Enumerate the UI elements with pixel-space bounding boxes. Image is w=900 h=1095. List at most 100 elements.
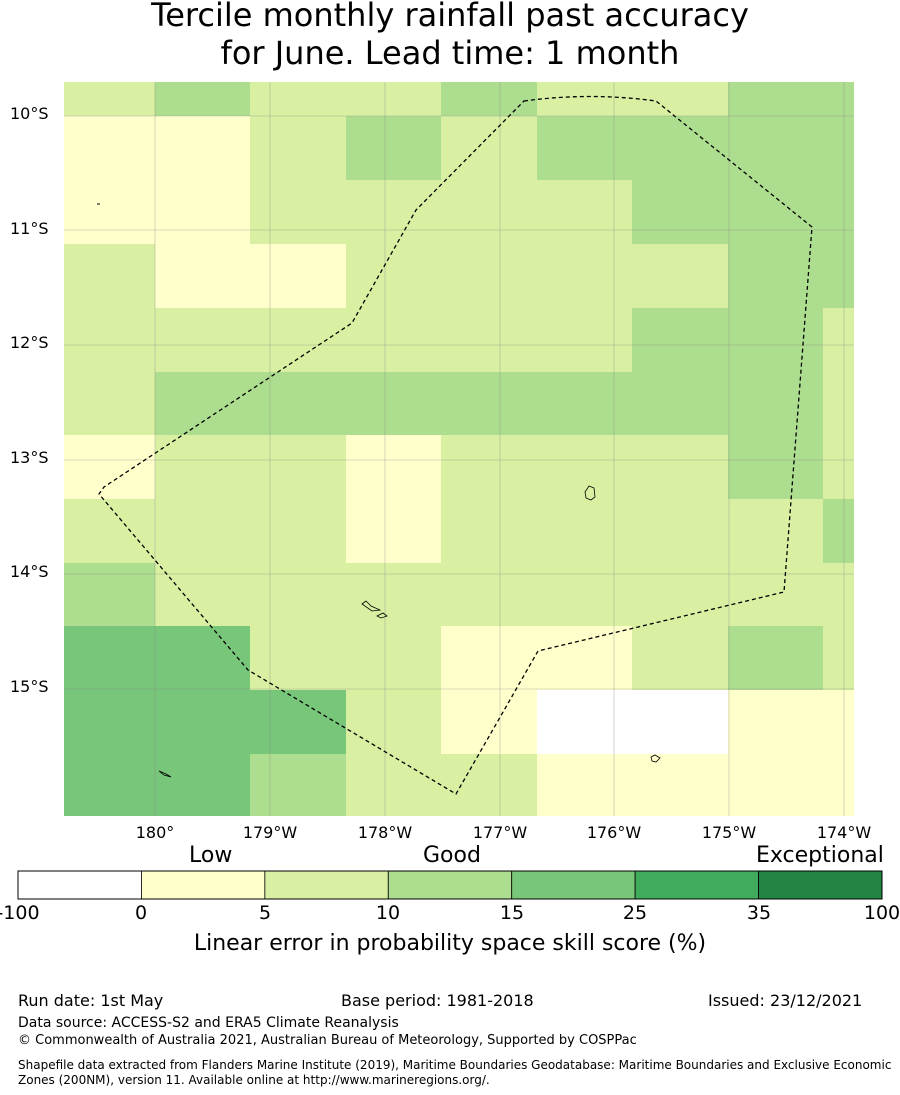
grid-cell [64,499,155,563]
grid-cell [64,435,155,499]
colorbar-tick: 25 [622,902,648,924]
copyright: © Commonwealth of Australia 2021, Austra… [18,1033,637,1048]
map-title: Tercile monthly rainfall past accuracy f… [0,0,900,72]
colorbar-tick: 15 [499,902,525,924]
grid-cell [64,690,155,754]
grid-cell [250,435,346,499]
colorbar-tick: 100 [863,902,900,924]
lat-label: 15°S [10,677,49,696]
grid-cell [250,180,346,244]
grid-cells [64,82,854,816]
colorbar-tick: 0 [134,902,148,924]
grid-cell [537,82,632,116]
colorbar [17,870,883,900]
grid-cell [632,499,728,563]
grid-cell [64,626,155,690]
grid-cell [632,626,728,690]
lon-label: 176°W [586,823,642,842]
grid-cell [64,372,155,435]
grid-cell [155,499,250,563]
grid-cell [632,372,728,435]
grid-cell [441,244,537,308]
grid-cell [632,754,728,816]
lon-label: 177°W [472,823,528,842]
grid-cell [728,244,823,308]
colorbar-bin [634,870,759,900]
grid-cell [537,308,632,372]
lat-label: 14°S [10,562,49,581]
grid-cell [155,180,250,244]
lat-label: 13°S [10,448,49,467]
base-period: Base period: 1981-2018 [341,991,534,1010]
grid-cell [823,116,854,180]
grid-cell [64,180,155,244]
colorbar-bin [758,870,883,900]
grid-cell [64,754,155,816]
colorbar-tick: -100 [0,902,40,924]
lon-label: 178°W [357,823,413,842]
grid-cell [441,754,537,816]
lat-label: 12°S [10,333,49,352]
grid-cell [250,626,346,690]
grid-cell [537,499,632,563]
grid-cell [537,372,632,435]
grid-cell [823,499,854,563]
lon-label: 179°W [242,823,298,842]
lon-label: 174°W [816,823,872,842]
grid-cell [537,435,632,499]
lat-label: 11°S [10,219,49,238]
grid-cell [250,754,346,816]
grid-cell [632,563,728,626]
graticule [64,82,854,816]
grid-cell [728,754,823,816]
grid-cell [64,308,155,372]
lon-label: 180° [135,823,175,842]
grid-cell [537,563,632,626]
grid-cell [155,308,250,372]
grid-cell [632,308,728,372]
grid-cell [346,690,441,754]
island-outline [158,770,172,778]
grid-cell [823,244,854,308]
grid-cell [64,82,155,116]
grid-cell [537,626,632,690]
grid-cell [728,626,823,690]
island-outline [376,612,388,619]
grid-cell [441,82,537,116]
grid-cell [250,690,346,754]
grid-cell [728,690,823,754]
grid-cell [823,435,854,499]
grid-cell [346,116,441,180]
grid-cell [155,626,250,690]
grid-cell [728,82,823,116]
grid-cell [64,563,155,626]
grid-cell [155,690,250,754]
colorbar-bin [17,870,142,900]
title-line-1: Tercile monthly rainfall past accuracy [151,0,749,34]
grid-cell [346,626,441,690]
grid-cell [632,82,728,116]
grid-cell [823,754,854,816]
grid-cell [250,116,346,180]
grid-cell [346,180,441,244]
colorbar-title: Linear error in probability space skill … [193,931,707,956]
grid-cell [64,244,155,308]
grid-cell [346,82,441,116]
grid-cell [728,116,823,180]
grid-cell [632,180,728,244]
grid-cell [632,116,728,180]
grid-cell [441,499,537,563]
grid-cell [441,563,537,626]
grid-cell [537,180,632,244]
lat-label: 10°S [10,104,49,123]
grid-cell [728,372,823,435]
grid-cell [823,563,854,626]
grid-cell [537,690,632,754]
grid-cell [346,435,441,499]
colorbar-category-low: Low [189,843,233,868]
grid-cell [728,435,823,499]
eez-boundary [98,95,813,795]
colorbar-bin [264,870,389,900]
grid-cell [441,180,537,244]
grid-cell [155,372,250,435]
